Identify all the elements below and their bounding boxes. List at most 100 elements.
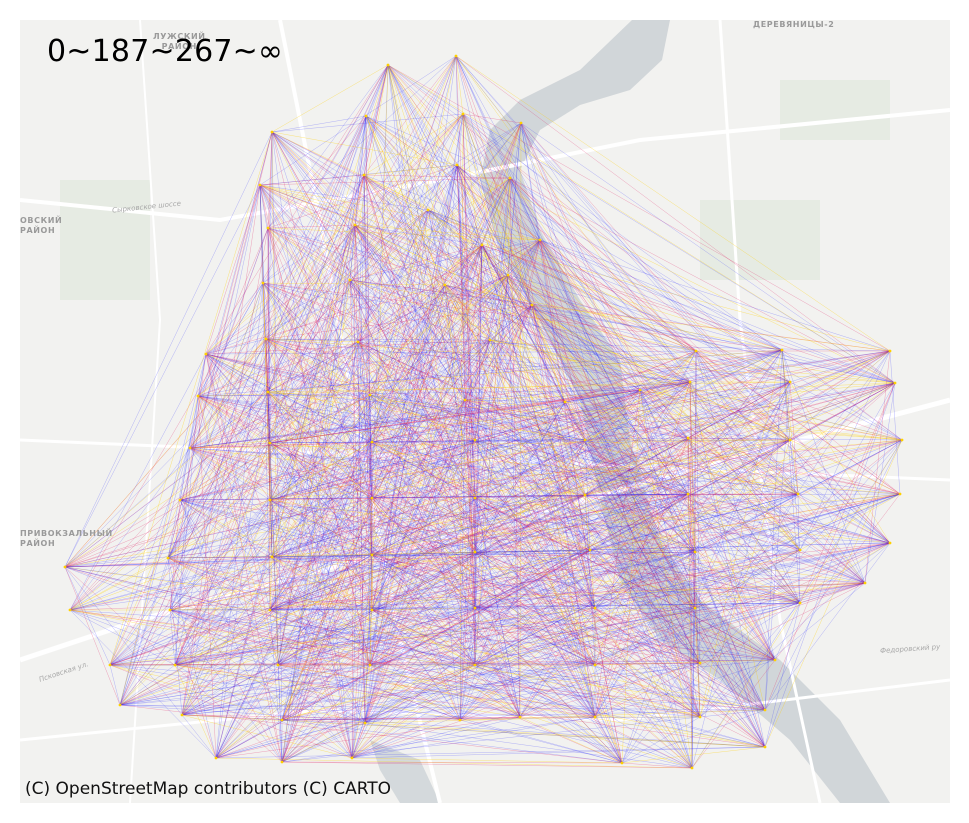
- flow-edge: [459, 551, 696, 721]
- flow-edge: [474, 549, 591, 553]
- flow-edge: [259, 177, 511, 186]
- flow-edge: [427, 209, 891, 544]
- flow-edge: [64, 566, 111, 666]
- flow-edge: [181, 439, 476, 716]
- flow-edge: [215, 549, 591, 759]
- flow-edge: [365, 115, 373, 556]
- flow-edge: [215, 284, 446, 759]
- flow-edge: [169, 551, 476, 611]
- flow-edge: [281, 716, 701, 721]
- flow-edge: [281, 441, 373, 763]
- flow-edge: [357, 341, 373, 499]
- network-node: [698, 661, 702, 665]
- flow-edge: [281, 350, 697, 721]
- flow-edge: [781, 349, 791, 441]
- flow-edge: [464, 399, 476, 441]
- flow-edge: [265, 338, 273, 558]
- flow-edge: [197, 177, 511, 397]
- flow-edge: [205, 64, 389, 355]
- flow-edge: [689, 381, 766, 711]
- flow-edge: [277, 304, 533, 666]
- flow-edge: [474, 607, 776, 661]
- flow-edge: [349, 164, 458, 281]
- flow-edge: [169, 439, 476, 611]
- flow-edge: [181, 714, 461, 721]
- flow-edge: [205, 353, 271, 611]
- flow-edge: [281, 709, 766, 721]
- flow-edge: [205, 353, 476, 666]
- flow-edge: [269, 499, 366, 724]
- network-node: [473, 606, 477, 610]
- flow-edge: [474, 607, 701, 664]
- flow-edge: [519, 349, 783, 718]
- flow-edge: [520, 122, 696, 553]
- flow-edge: [351, 757, 623, 764]
- flow-edge: [265, 131, 273, 340]
- network-node: [268, 608, 272, 612]
- flow-edge: [109, 382, 896, 666]
- flow-edge: [269, 341, 359, 501]
- flow-edge: [474, 389, 641, 666]
- flow-edge: [267, 391, 373, 499]
- flow-edge: [167, 338, 267, 559]
- flow-edge: [694, 439, 903, 609]
- flow-edge: [474, 339, 491, 441]
- district-label: ДЕРЕВЯНИЦЫ-2: [753, 20, 835, 29]
- flow-edge: [281, 716, 521, 721]
- flow-edge: [351, 164, 458, 759]
- flow-edge: [119, 554, 373, 706]
- flow-edge: [189, 274, 509, 449]
- flow-edge: [267, 391, 596, 609]
- flow-edge: [119, 704, 766, 711]
- flow-edge: [364, 664, 476, 724]
- flow-edge: [169, 493, 799, 611]
- flow-edge: [365, 115, 697, 352]
- flow-edge: [371, 439, 586, 556]
- flow-edge: [474, 664, 623, 764]
- network-node: [280, 718, 284, 722]
- flow-edge: [387, 64, 701, 718]
- flow-edge: [589, 382, 896, 551]
- flow-edge: [109, 394, 371, 666]
- flow-edge: [169, 609, 701, 718]
- flow-edge: [481, 244, 791, 383]
- flow-edge: [351, 607, 476, 759]
- flow-edge: [364, 381, 791, 724]
- flow-edge: [531, 304, 596, 609]
- flow-edge: [594, 493, 799, 609]
- flow-edge: [694, 551, 701, 718]
- flow-edge: [265, 338, 689, 439]
- flow-edge: [474, 244, 483, 666]
- flow-edge: [797, 493, 891, 544]
- flow-edge: [694, 607, 701, 664]
- flow-edge: [369, 284, 446, 396]
- flow-edge: [474, 493, 901, 609]
- flow-edge: [269, 164, 458, 501]
- basemap[interactable]: ЛУЖСКИЙ РАЙОН ДЕРЕВЯНИЦЫ-2 ОВСКИЙ РАЙОН …: [20, 20, 950, 803]
- flow-edge: [269, 177, 511, 611]
- flow-edge: [349, 239, 541, 281]
- flow-edge: [369, 113, 464, 666]
- flow-edge: [371, 239, 541, 611]
- network-node: [426, 208, 430, 212]
- flow-edge: [387, 64, 791, 383]
- flow-edge: [167, 113, 464, 559]
- flow-edge: [265, 338, 353, 759]
- flow-edge: [474, 239, 541, 499]
- flow-edge: [456, 164, 896, 384]
- flow-edge: [584, 439, 903, 496]
- flow-edge: [584, 439, 799, 495]
- flow-edge: [269, 442, 596, 666]
- flow-edge: [269, 401, 566, 501]
- flow-edge: [687, 437, 776, 661]
- flow-edge: [205, 122, 522, 355]
- flow-edge: [687, 437, 901, 495]
- flow-edge: [69, 609, 766, 748]
- flow-edge: [265, 338, 373, 611]
- flow-edge: [265, 338, 596, 718]
- flow-edge: [271, 131, 353, 759]
- flow-edge: [489, 339, 691, 383]
- flow-edge: [474, 244, 483, 553]
- flow-edge: [456, 164, 483, 246]
- flow-edge: [271, 339, 491, 558]
